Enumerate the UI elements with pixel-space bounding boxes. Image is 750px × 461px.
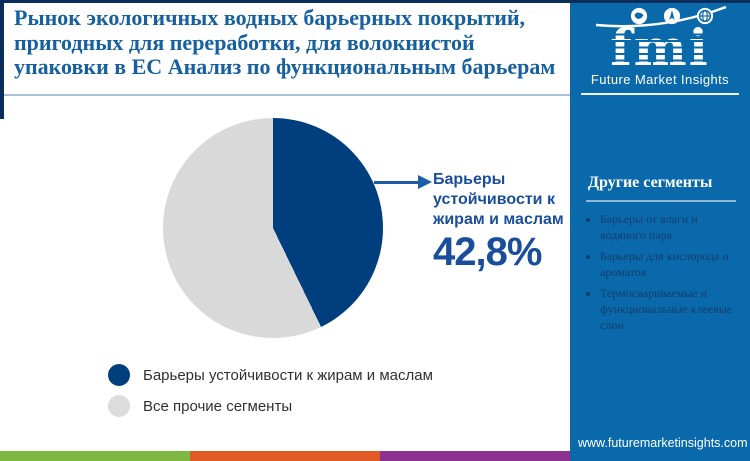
legend-item: Барьеры устойчивости к жирам и маслам <box>108 364 433 386</box>
list-item: Барьеры для кислорода и ароматов <box>600 248 744 280</box>
top-accent-line <box>0 0 750 3</box>
logo-icons <box>570 5 750 28</box>
legend-item: Все прочие сегменты <box>108 395 433 417</box>
globe-icon <box>696 7 714 25</box>
callout-value: 42,8% <box>433 230 542 274</box>
callout-arrowhead-icon <box>418 175 432 189</box>
sidebar-heading: Другие сегменты <box>588 174 713 191</box>
list-item: Барьеры от влаги и водяного пара <box>600 211 744 243</box>
legend-label: Все прочие сегменты <box>143 397 293 415</box>
legend-swatch-gray <box>108 395 130 417</box>
sidebar-heading-divider <box>586 200 736 202</box>
list-item: Термосвариваемые и функциональные клеевы… <box>600 285 744 333</box>
map-icon <box>630 7 648 25</box>
pie-callout: Барьеры устойчивости к жирам и маслам 42… <box>433 170 573 273</box>
compass-icon <box>663 7 681 25</box>
title-divider <box>0 94 570 96</box>
chart-legend: Барьеры устойчивости к жирам и маслам Вс… <box>108 364 433 426</box>
sidebar: fmi Future Market Insights Другие сегмен… <box>570 0 750 461</box>
pie-chart <box>163 118 383 338</box>
logo-wordmark: fmi <box>610 18 711 77</box>
fmi-logo: fmi Future Market Insights <box>570 5 750 95</box>
legend-label: Барьеры устойчивости к жирам и маслам <box>143 366 433 384</box>
other-segments-list: Барьеры от влаги и водяного пара Барьеры… <box>584 211 744 338</box>
logo-tagline: Future Market Insights <box>590 72 730 87</box>
page-title: Рынок экологичных водных барьерных покры… <box>14 5 556 79</box>
callout-arrow <box>374 181 420 184</box>
legend-swatch-blue <box>108 364 130 386</box>
callout-label: Барьеры устойчивости к жирам и маслам <box>433 171 564 228</box>
website-link[interactable]: www.futuremarketinsights.com <box>578 436 748 450</box>
left-accent-bar <box>0 0 4 119</box>
footer-color-stripe <box>0 451 570 461</box>
logo-divider <box>581 93 739 95</box>
stripe-purple <box>380 451 570 461</box>
stripe-orange <box>190 451 380 461</box>
stripe-green <box>0 451 190 461</box>
